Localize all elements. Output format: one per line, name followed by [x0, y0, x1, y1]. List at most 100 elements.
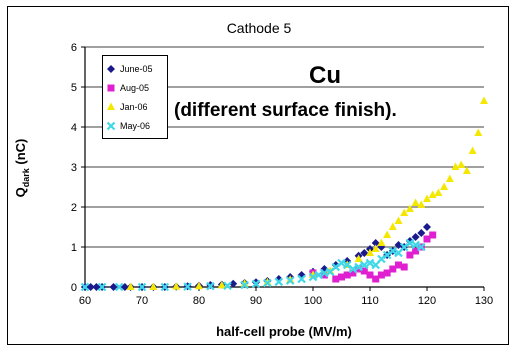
data-point-diamond: [86, 283, 95, 291]
data-point-x: [314, 270, 323, 280]
data-point-x-stroke: [360, 260, 369, 270]
data-point-x-stroke: [348, 264, 358, 274]
data-point-square: [372, 275, 380, 283]
data-point-diamond: [417, 229, 426, 237]
data-point-diamond: [331, 261, 340, 269]
data-point-x-stroke: [388, 246, 398, 256]
data-point-square: [366, 271, 374, 279]
data-point-x: [97, 282, 107, 292]
data-point-x: [223, 281, 232, 291]
data-point-x-stroke: [114, 282, 124, 292]
y-tick-label: 1: [71, 242, 77, 254]
data-point-triangle: [468, 146, 477, 154]
data-point-x: [388, 246, 398, 256]
data-point-x: [394, 248, 403, 258]
y-tick-label: 4: [71, 122, 77, 134]
data-point-x: [285, 276, 295, 285]
data-point-x-stroke: [405, 238, 415, 248]
x-tick-label: 130: [475, 295, 493, 307]
data-point-diamond: [405, 237, 414, 245]
data-point-x-stroke: [263, 278, 272, 288]
data-point-x: [382, 250, 392, 260]
data-point-x: [297, 274, 306, 284]
data-point-triangle: [388, 222, 397, 230]
data-point-x: [183, 282, 192, 291]
data-point-x-stroke: [314, 270, 323, 280]
data-point-diamond: [92, 283, 101, 291]
data-point-triangle: [428, 190, 437, 198]
legend-symbol: [106, 121, 116, 130]
data-point-x: [360, 260, 369, 270]
data-point-triangle: [217, 280, 226, 289]
data-point-x: [137, 282, 147, 292]
data-point-square: [377, 271, 385, 279]
data-point-x-stroke: [337, 258, 346, 268]
annotation-material: Cu: [309, 62, 341, 89]
data-point-square: [395, 261, 402, 269]
legend-label: June-05: [120, 63, 153, 74]
data-point-x: [377, 254, 386, 264]
data-point-x-stroke: [331, 262, 341, 272]
data-point-square: [355, 265, 363, 273]
data-point-x: [114, 282, 124, 292]
data-point-x-stroke: [183, 282, 192, 291]
y-tick-label: 6: [71, 42, 77, 54]
data-point-x-stroke: [240, 280, 249, 290]
data-point-square: [320, 271, 328, 279]
data-point-x: [240, 280, 249, 290]
data-point-triangle: [126, 282, 135, 290]
series-may-06: [80, 238, 426, 292]
data-point-x-stroke: [365, 258, 375, 268]
data-point-triangle: [445, 174, 454, 182]
x-tick-label: 90: [250, 295, 262, 307]
legend-label: May-06: [120, 120, 151, 131]
legend: June-05 Aug-05 Jan-06 May-06: [102, 55, 168, 139]
data-point-square: [338, 273, 345, 281]
data-point-diamond: [423, 223, 431, 231]
data-point-diamond: [107, 64, 115, 73]
x-tick-label: 60: [79, 295, 91, 307]
data-point-square: [332, 275, 340, 283]
data-point-square: [349, 269, 357, 277]
data-point-square: [406, 251, 414, 259]
data-point-x: [417, 242, 426, 252]
data-point-square: [389, 265, 397, 273]
legend-label: Aug-05: [120, 82, 150, 93]
data-point-x: [365, 258, 375, 268]
data-point-triangle: [400, 208, 409, 216]
data-point-x: [251, 279, 261, 289]
data-point-x-stroke: [106, 121, 116, 130]
data-point-x-stroke: [297, 274, 306, 284]
data-point-x-stroke: [382, 250, 392, 260]
data-point-triangle: [394, 216, 403, 224]
data-point-triangle: [480, 96, 488, 104]
data-point-diamond: [229, 279, 238, 288]
data-point-x: [405, 238, 415, 248]
data-point-x-stroke: [97, 282, 107, 292]
data-point-square: [429, 231, 437, 239]
data-point-x: [337, 258, 346, 268]
data-point-square: [107, 84, 115, 91]
data-point-x-stroke: [399, 242, 409, 252]
data-point-triangle: [405, 204, 414, 212]
data-point-triangle: [107, 102, 115, 110]
data-point-triangle: [377, 238, 386, 246]
data-point-square: [423, 235, 431, 243]
legend-label: Jan-06: [120, 101, 148, 112]
data-point-triangle: [383, 230, 392, 238]
data-point-x: [354, 262, 363, 272]
data-point-triangle: [411, 198, 420, 206]
data-point-x-stroke: [206, 281, 215, 291]
data-point-triangle: [417, 200, 426, 208]
data-point-diamond: [360, 249, 369, 257]
data-point-triangle: [149, 282, 158, 290]
data-point-x-stroke: [320, 268, 329, 278]
x-axis-label: half-cell probe (MV/m): [216, 324, 352, 339]
x-tick-label: 110: [361, 295, 379, 307]
data-point-diamond: [109, 283, 118, 291]
data-point-triangle: [371, 244, 380, 252]
data-point-x-stroke: [160, 282, 170, 292]
data-point-x-stroke: [417, 242, 426, 252]
data-point-diamond: [411, 233, 420, 241]
